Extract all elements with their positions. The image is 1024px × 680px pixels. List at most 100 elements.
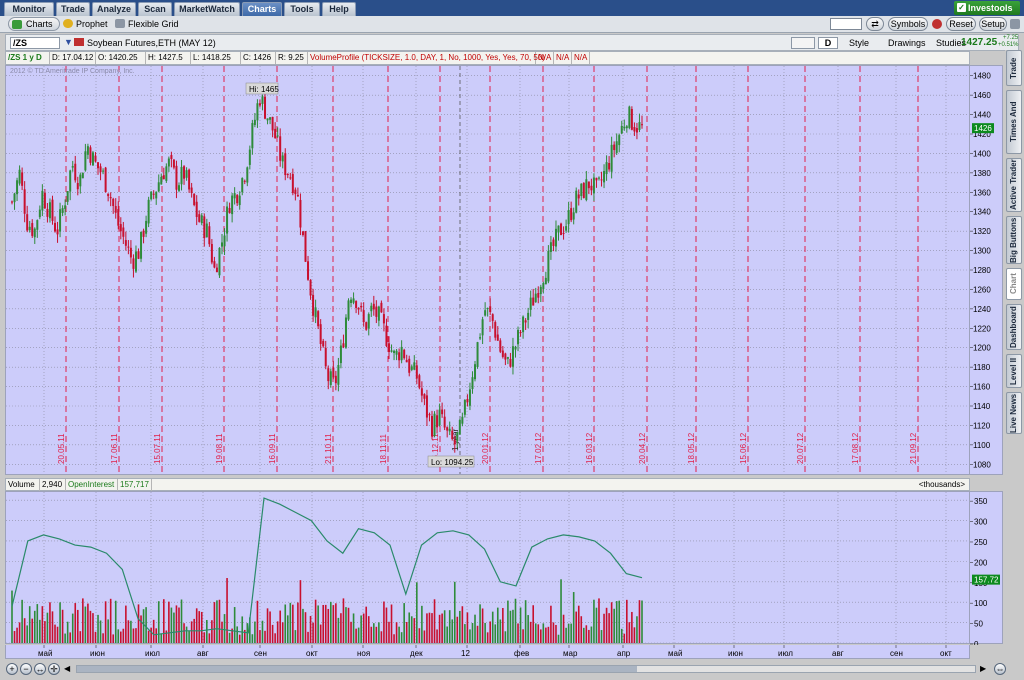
sidetab-dashboard[interactable]: Dashboard	[1006, 304, 1022, 350]
symbols-button[interactable]: Symbols	[888, 17, 928, 31]
tab-marketwatch[interactable]: MarketWatch	[174, 2, 240, 16]
candle-body	[519, 332, 522, 334]
tab-charts[interactable]: Charts	[242, 2, 282, 16]
volume-axis-svg: 050100150200250300350157.72	[970, 497, 1000, 649]
candle-body	[466, 399, 469, 403]
volume-bar	[532, 605, 535, 643]
candle-body	[489, 306, 492, 313]
tab-tools[interactable]: Tools	[284, 2, 320, 16]
price-axis[interactable]: 1080 1100 1120 1140 1160 1180 1200 1220 1240 1260…	[970, 65, 1003, 475]
tab-monitor[interactable]: Monitor	[4, 2, 54, 16]
subtab-prophet[interactable]: Prophet	[60, 17, 108, 31]
scrollbar-thumb[interactable]	[77, 666, 637, 672]
volume-bar	[547, 626, 550, 643]
date-value: D: 17.04.12	[50, 52, 96, 64]
last-price-marker-label: 1426	[974, 124, 992, 133]
volume-tick-label: 250	[974, 538, 988, 547]
symbol-description: Soybean Futures,ETH (MAY 12)	[87, 38, 216, 48]
scroll-left-icon[interactable]: ◀	[64, 664, 71, 673]
time-tick-label: июл	[778, 649, 793, 658]
drawing-tools-icon[interactable]	[791, 37, 815, 49]
studies-button[interactable]: Studies	[936, 38, 967, 48]
candle-body	[547, 250, 550, 282]
drawings-button[interactable]: Drawings	[888, 38, 926, 48]
candle-body	[150, 191, 153, 200]
volume-bar	[570, 623, 572, 643]
candle-body	[448, 428, 451, 432]
candle-body	[28, 226, 31, 231]
candle-body	[324, 347, 327, 367]
volume-bar	[28, 606, 31, 643]
candle-body	[193, 193, 196, 206]
volume-bar	[39, 619, 41, 643]
volume-bar	[109, 598, 112, 643]
period-button[interactable]: D	[818, 37, 838, 49]
tab-analyze[interactable]: Analyze	[92, 2, 136, 16]
reset-icon[interactable]	[932, 19, 942, 29]
candle-body	[575, 190, 578, 213]
sidetab-trade[interactable]: Trade	[1006, 50, 1022, 86]
tab-scan[interactable]: Scan	[138, 2, 172, 16]
candle-body	[31, 223, 34, 236]
scroll-right-icon[interactable]: ▶	[980, 664, 987, 673]
subtab-charts[interactable]: Charts	[8, 17, 60, 31]
candle-body	[562, 232, 565, 234]
volume-bar	[603, 613, 605, 643]
sidetab-big-buttons[interactable]: Big Buttons	[1006, 216, 1022, 264]
candle-body	[319, 324, 322, 344]
symbol-link-icon[interactable]: ▼	[64, 37, 73, 47]
expiration-label: 16.09.11	[268, 433, 277, 464]
volume-bar	[23, 618, 26, 643]
volume-bar	[69, 632, 71, 643]
volume-profile-study[interactable]: VolumeProfile (TICKSIZE, 1.0, DAY, 1, No…	[310, 52, 545, 64]
tab-help[interactable]: Help	[322, 2, 356, 16]
volume-bar	[198, 611, 201, 643]
fit-icon[interactable]: ↔	[34, 663, 46, 675]
sidetab-active-trader[interactable]: Active Trader	[1006, 158, 1022, 212]
candle-body	[233, 193, 236, 199]
volume-bar	[142, 609, 145, 643]
sidetab-live-news[interactable]: Live News	[1006, 392, 1022, 434]
zoom-out-icon[interactable]: −	[20, 663, 32, 675]
volume-bar	[443, 610, 446, 643]
sidetab-chart[interactable]: Chart	[1006, 268, 1022, 300]
volume-chart-pane[interactable]	[5, 491, 970, 644]
volume-axis[interactable]: 050100150200250300350157.72	[970, 491, 1003, 649]
sidetab-level-ii[interactable]: Level II	[1006, 354, 1022, 388]
link-icon[interactable]: ⇄	[866, 17, 884, 31]
style-button[interactable]: Style	[849, 38, 870, 48]
candle-body	[59, 209, 62, 232]
price-tick-label: 1440	[973, 111, 991, 120]
volume-bar	[89, 610, 92, 643]
candle-body	[251, 123, 254, 149]
tab-trade[interactable]: Trade	[56, 2, 90, 16]
price-tick-label: 1200	[973, 344, 991, 353]
candle-body	[393, 350, 396, 354]
volume-bar	[479, 604, 481, 643]
zoom-in-icon[interactable]: +	[6, 663, 18, 675]
symbol-input[interactable]: /ZS	[10, 37, 60, 49]
layout-selector[interactable]	[830, 18, 862, 30]
candle-body	[307, 261, 310, 280]
price-chart-pane[interactable]: 20.05.11 17.06.11 15.07.11 19.08.11 16.09.11…	[5, 65, 970, 475]
candle-body	[524, 320, 527, 323]
expand-icon[interactable]: ⇔	[994, 663, 1006, 675]
subtab-flexible-grid-label: Flexible Grid	[128, 19, 179, 29]
candle-body	[322, 340, 325, 347]
volume-bar	[130, 620, 132, 643]
side-tabs: Trade Times And Sales Active Trader Big …	[1005, 50, 1024, 650]
candle-body	[109, 197, 112, 199]
reset-button[interactable]: Reset	[946, 17, 976, 31]
candle-body	[638, 122, 641, 130]
volume-bar	[350, 621, 352, 643]
subtab-flexible-grid[interactable]: Flexible Grid	[112, 17, 179, 31]
horizontal-scrollbar[interactable]	[76, 665, 976, 673]
investools-button[interactable]: ✓ Investools	[954, 1, 1020, 15]
volume-bar	[355, 628, 357, 643]
window-menu-icon[interactable]	[1010, 19, 1020, 29]
candle-body	[172, 159, 175, 168]
crosshair-icon[interactable]: ✛	[48, 663, 60, 675]
sidetab-times-and-sales[interactable]: Times And Sales	[1006, 90, 1024, 154]
setup-button[interactable]: Setup	[979, 17, 1007, 31]
period-label[interactable]: /ZS 1 y D	[6, 52, 50, 64]
